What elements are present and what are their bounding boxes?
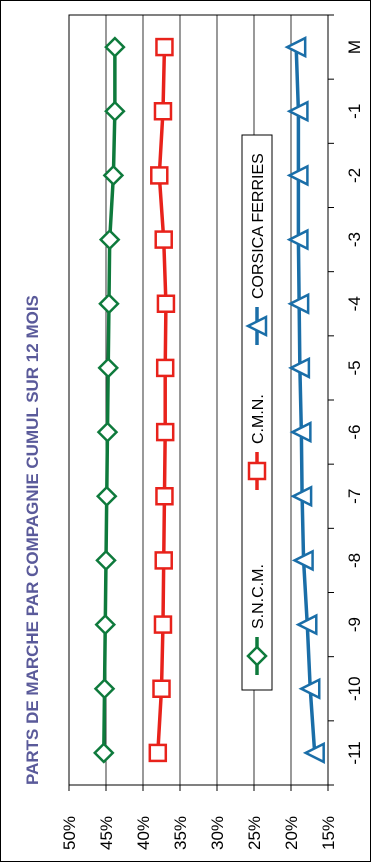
x-tick-label: -10 xyxy=(345,676,364,701)
legend: S.N.C.M. C.M.N. CORSICA FERRIES xyxy=(241,134,273,691)
data-point xyxy=(98,228,121,251)
y-tick-label: 50% xyxy=(60,816,79,850)
data-point xyxy=(288,356,311,379)
data-point xyxy=(155,358,175,378)
series-0 xyxy=(93,36,126,764)
y-axis-ticks: 15% 20% 25% 30% 35% 40% 45% 50% xyxy=(60,785,338,850)
legend-label: S.N.C.M. xyxy=(250,564,267,629)
data-point xyxy=(287,292,310,315)
x-tick-label: -4 xyxy=(345,296,364,311)
y-tick-label: 25% xyxy=(245,816,264,850)
series-line xyxy=(156,47,168,754)
x-tick-label: M xyxy=(345,40,364,54)
x-tick-label: -3 xyxy=(345,232,364,247)
y-tick-label: 40% xyxy=(134,816,153,850)
data-point xyxy=(95,485,118,508)
legend-label: C.M.N. xyxy=(250,394,267,444)
data-point xyxy=(148,743,168,763)
data-point xyxy=(155,37,174,57)
data-point xyxy=(153,102,173,121)
y-tick-label: 35% xyxy=(171,816,190,850)
data-point xyxy=(298,677,321,700)
data-point xyxy=(286,164,309,187)
x-tick-label: -1 xyxy=(345,104,364,119)
data-point xyxy=(156,294,176,313)
data-point xyxy=(150,166,169,185)
data-point xyxy=(93,742,115,764)
data-point xyxy=(93,677,116,700)
data-point xyxy=(302,741,325,764)
data-point xyxy=(295,613,318,636)
x-tick-label: -8 xyxy=(345,553,364,568)
x-axis-ticks: -11 -10 -9 -8 -7 -6 -5 -4 -3 -2 -1 M xyxy=(328,14,364,786)
series-line xyxy=(294,47,317,754)
data-point xyxy=(286,100,309,123)
y-tick-label: 45% xyxy=(97,816,116,850)
data-point xyxy=(95,549,117,572)
legend-label: CORSICA FERRIES xyxy=(250,153,267,299)
y-tick-label: 15% xyxy=(319,816,338,850)
data-point xyxy=(152,679,171,698)
legend-marker xyxy=(246,645,268,667)
data-point xyxy=(284,36,307,59)
x-tick-label: -9 xyxy=(345,617,364,632)
data-point xyxy=(153,615,173,634)
x-tick-label: -6 xyxy=(345,425,364,440)
data-point xyxy=(94,613,117,636)
data-point xyxy=(154,551,173,570)
y-tick-label: 30% xyxy=(208,816,227,850)
data-point xyxy=(286,228,309,251)
series-1 xyxy=(148,37,176,763)
data-point xyxy=(104,36,126,58)
legend-marker xyxy=(245,314,268,338)
data-point xyxy=(154,230,173,249)
data-point xyxy=(290,485,313,508)
x-tick-label: -11 xyxy=(345,741,364,764)
series-line xyxy=(102,47,117,753)
x-tick-label: -5 xyxy=(345,360,364,375)
x-tick-label: -7 xyxy=(345,489,364,504)
legend-box xyxy=(241,134,273,691)
series-layer xyxy=(93,36,325,764)
data-point xyxy=(97,357,119,379)
chart-title: PARTS DE MARCHE PAR COMPAGNIE CUMUL SUR … xyxy=(23,295,42,785)
y-tick-label: 20% xyxy=(282,816,301,850)
data-point xyxy=(155,422,175,442)
data-point xyxy=(102,164,125,187)
data-point xyxy=(155,487,174,506)
plot-area xyxy=(68,14,329,786)
x-tick-label: -2 xyxy=(345,168,364,183)
data-point xyxy=(291,549,314,572)
legend-marker xyxy=(247,461,267,481)
data-point xyxy=(98,292,120,315)
data-point xyxy=(96,421,119,443)
data-point xyxy=(104,100,126,123)
series-2 xyxy=(284,36,325,764)
data-point xyxy=(289,421,312,444)
